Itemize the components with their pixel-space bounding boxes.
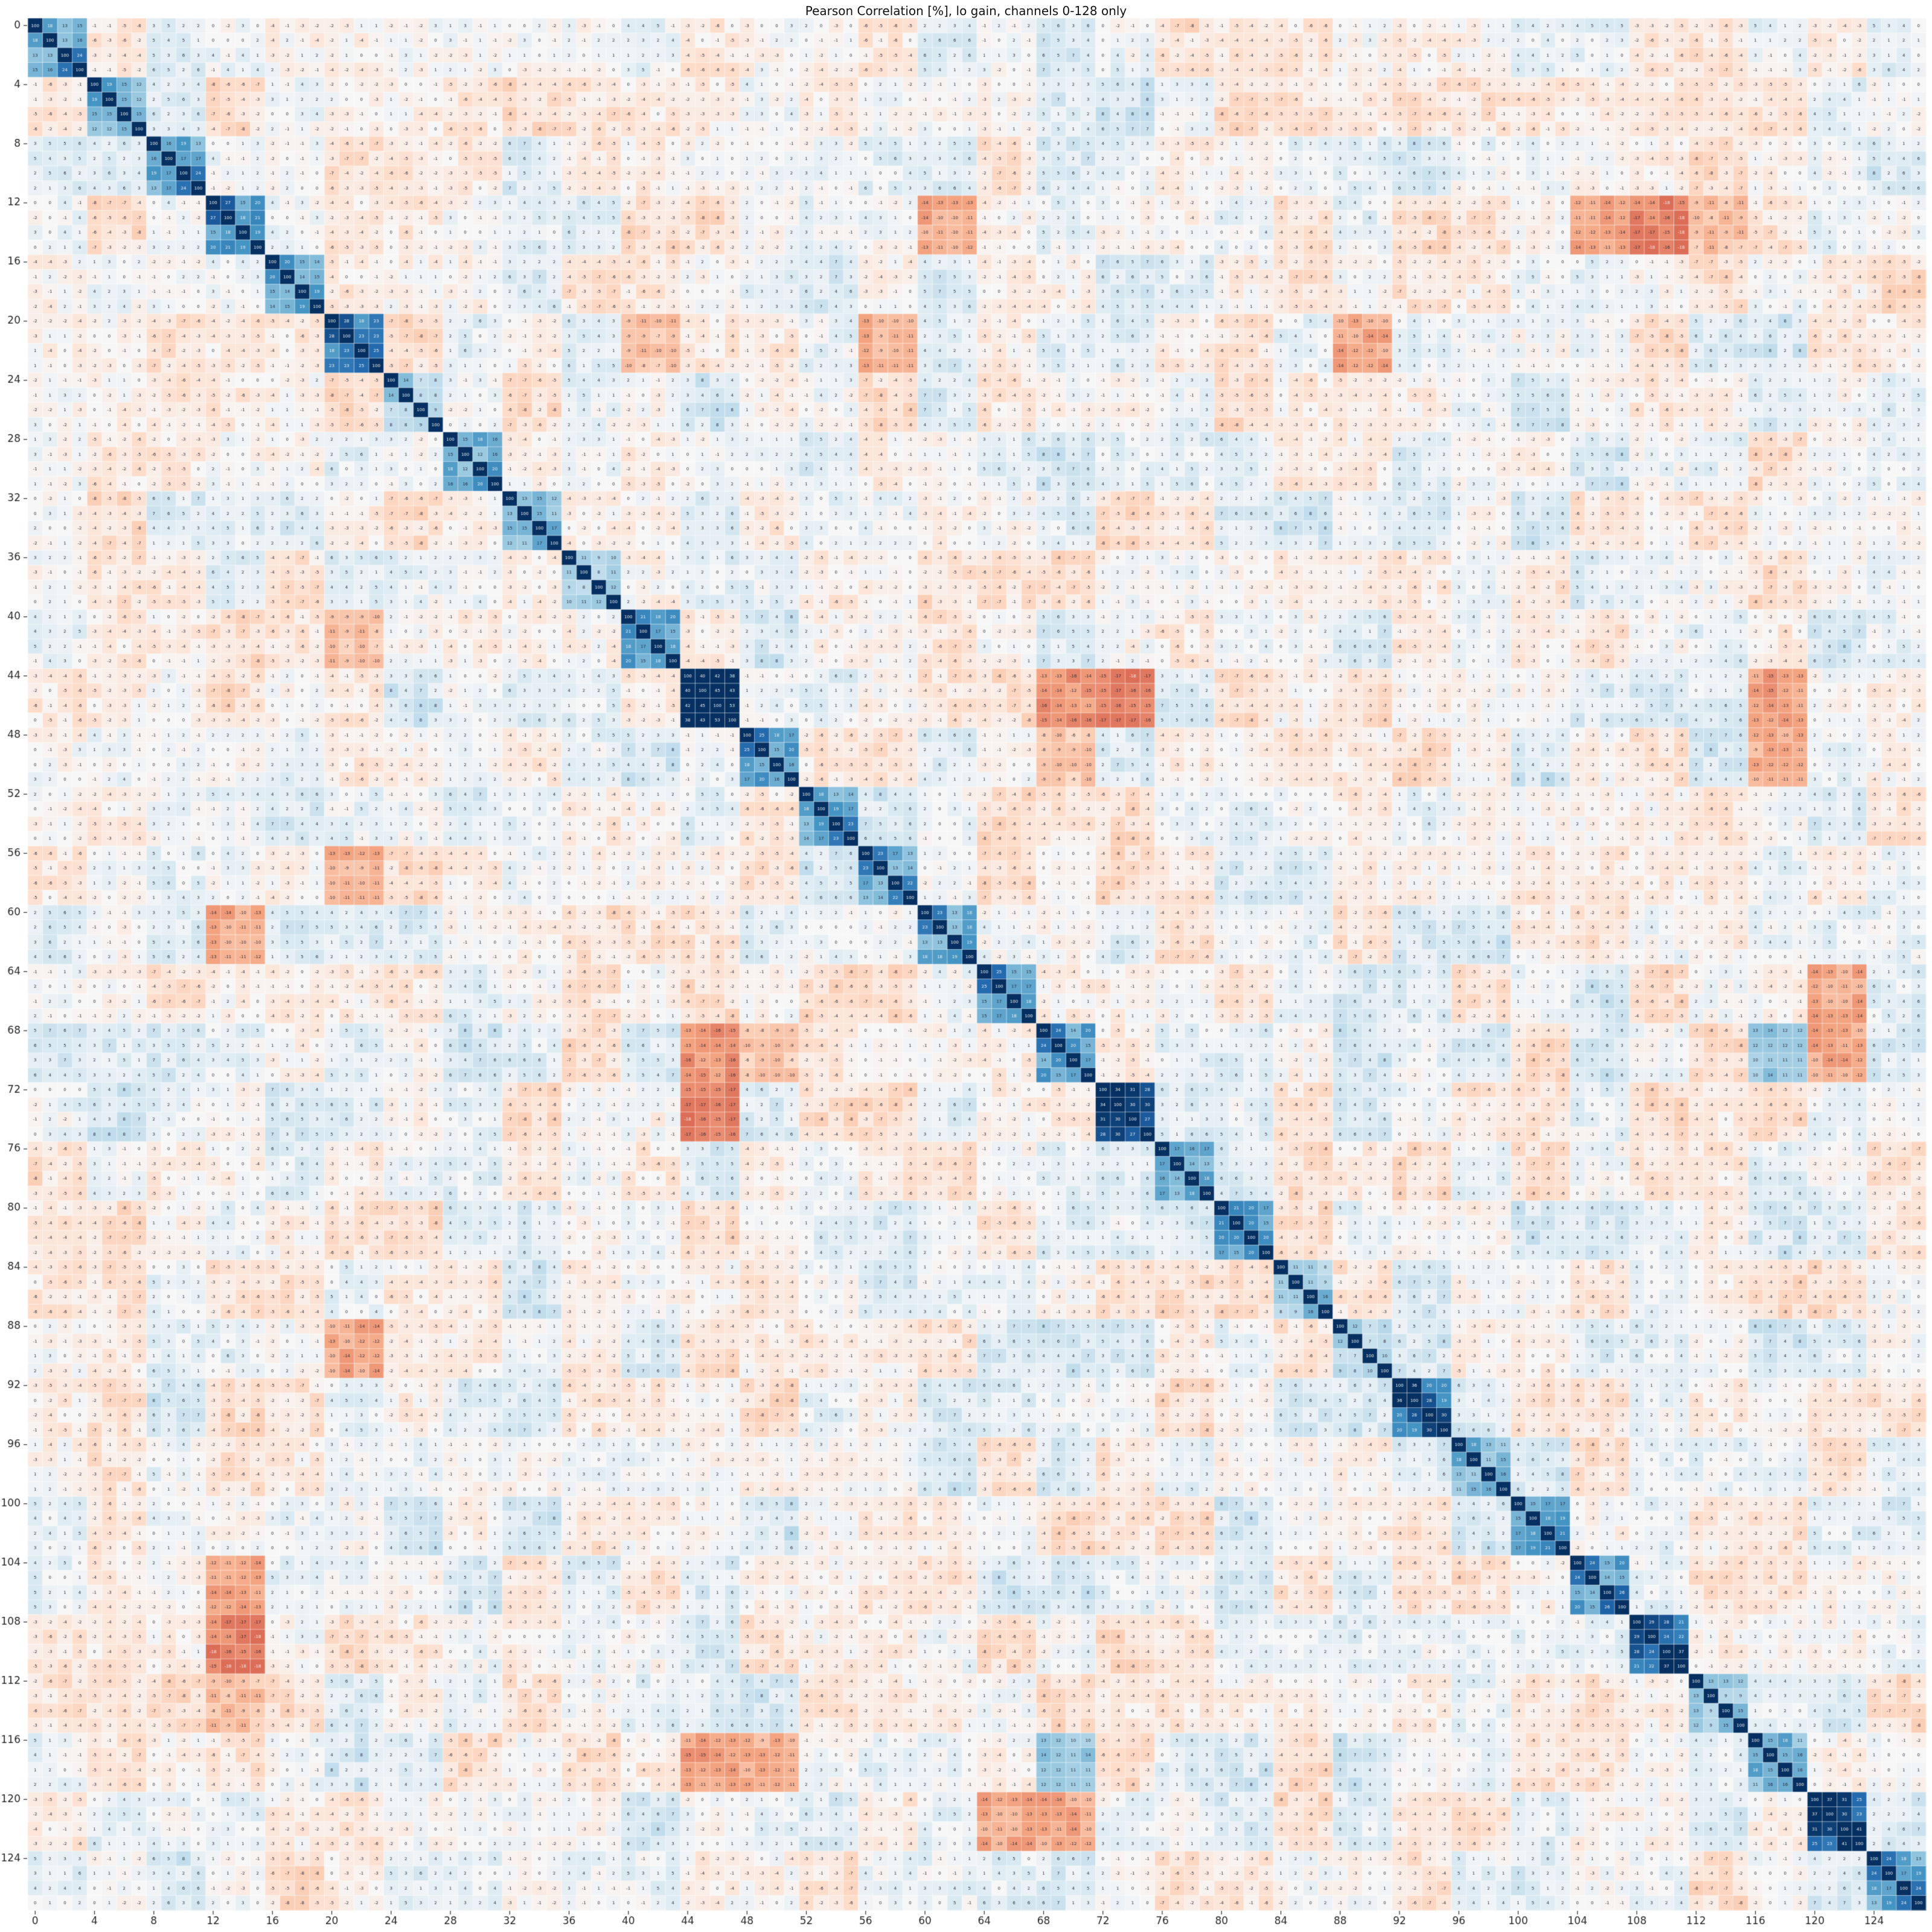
correlation-heatmap-figure: Pearson Correlation [%], lo gain, channe… [0,0,1932,1932]
heatmap-canvas [0,0,1932,1932]
